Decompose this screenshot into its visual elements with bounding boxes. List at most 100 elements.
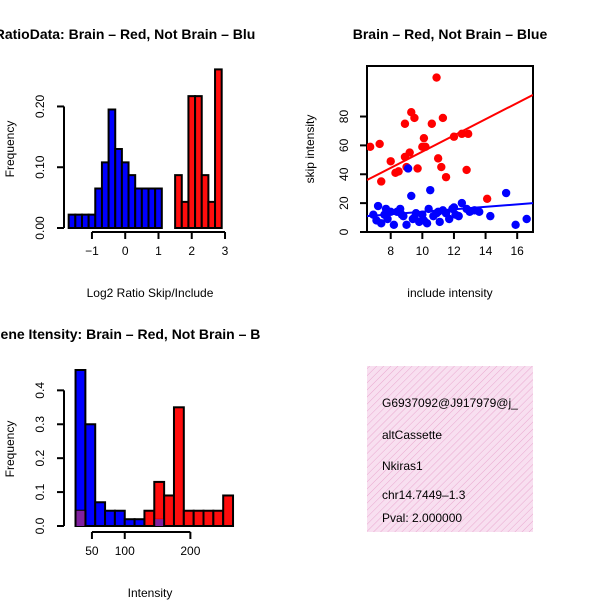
intensity-histogram-bars xyxy=(74,369,235,528)
not-brain-point-27 xyxy=(445,214,454,224)
brain-bar-3 xyxy=(194,95,203,229)
ratio-histogram-axes: −1 0 1 2 3 0.00 0.10 0.20 xyxy=(33,94,229,258)
ratio-histogram-panel: RatioData: Brain – Red, Not Brain – Blu … xyxy=(0,26,255,300)
info-line-location: chr14.7449–1.3 xyxy=(382,488,466,502)
not-brain-point-20 xyxy=(422,219,432,228)
not-brain-point-37 xyxy=(511,220,520,229)
scatter-y-tick-label-0: 0 xyxy=(337,228,351,235)
not-brain-point-38 xyxy=(522,214,531,224)
not-brain-bar-3 xyxy=(104,509,116,528)
brain-point-18 xyxy=(437,162,446,172)
not-brain-point-6 xyxy=(383,214,392,224)
scatter-xlabel: include intensity xyxy=(407,286,492,300)
scatter-y-tick-label-4: 80 xyxy=(337,110,351,124)
scatter-x-tick-label-3: 14 xyxy=(479,244,493,258)
not-brain-bar-5 xyxy=(123,518,136,528)
brain-point-0 xyxy=(367,142,375,152)
not-brain-bar-4 xyxy=(113,509,126,528)
scatter-title: Brain – Red, Not Brain – Blue xyxy=(353,26,548,42)
brain-bar-7 xyxy=(202,509,215,528)
y-tick-label-4: 0.4 xyxy=(33,382,47,399)
brain-fit-line xyxy=(367,93,533,181)
scatter-y-tick-label-1: 20 xyxy=(337,196,351,210)
info-pval: Pval: 2.000000 xyxy=(382,511,462,525)
brain-bar-6 xyxy=(214,68,223,230)
brain-point-5 xyxy=(394,167,403,176)
not-brain-point-40 xyxy=(408,214,418,224)
info-line-gene: Nkiras1 xyxy=(382,459,423,473)
brain-point-13 xyxy=(419,133,429,143)
not-brain-fit-line xyxy=(367,202,533,218)
intensity-histogram-ylabel: Frequency xyxy=(3,421,17,478)
brain-point-11 xyxy=(410,113,419,123)
intensity-histogram-xlabel: Intensity xyxy=(128,586,173,600)
scatter-panel: Brain – Red, Not Brain – Blue include in… xyxy=(303,26,547,300)
brain-point-24 xyxy=(482,194,492,203)
not-brain-point-14 xyxy=(407,191,416,201)
brain-point-16 xyxy=(432,73,441,82)
not-brain-point-12 xyxy=(402,220,411,229)
brain-bar-1 xyxy=(143,509,156,528)
y-tick-label-1: 0.1 xyxy=(33,483,47,500)
brain-bar-3 xyxy=(163,494,175,528)
y-tick-label-0: 0.0 xyxy=(33,517,47,534)
not-brain-point-36 xyxy=(501,188,511,198)
x-tick-label-1: 100 xyxy=(115,544,135,558)
x-tick-label-0: 50 xyxy=(85,544,99,558)
y-tick-label-0: 0.00 xyxy=(33,216,47,240)
x-tick-label-3: 2 xyxy=(188,244,195,258)
scatter-x-tick-label-4: 16 xyxy=(511,244,525,258)
overlap-bar-0 xyxy=(76,510,85,526)
not-brain-point-39 xyxy=(397,210,406,219)
not-brain-point-35 xyxy=(486,211,495,221)
brain-point-12 xyxy=(413,164,422,173)
not-brain-point-44 xyxy=(475,207,484,216)
info-line-type: altCassette xyxy=(382,428,442,442)
scatter-x-tick-label-0: 8 xyxy=(387,244,394,258)
not-brain-point-3 xyxy=(377,219,386,228)
brain-point-25 xyxy=(438,113,448,123)
brain-point-19 xyxy=(441,172,451,182)
ratio-histogram-ylabel: Frequency xyxy=(3,121,17,178)
brain-point-3 xyxy=(386,157,395,166)
info-panel-hatch xyxy=(367,366,533,532)
info-line-id: G6937092@J917979@j_ xyxy=(382,396,518,410)
not-brain-bar-6 xyxy=(133,518,146,528)
scatter-y-tick-label-3: 60 xyxy=(337,138,351,152)
x-tick-label-0: −1 xyxy=(85,244,99,258)
intensity-histogram-axes: 50 100 200 0.0 0.1 0.2 0.3 0.4 xyxy=(33,382,201,558)
brain-bar-8 xyxy=(212,509,225,528)
scatter-x-tick-label-2: 12 xyxy=(447,244,461,258)
x-tick-label-2: 1 xyxy=(155,244,162,258)
x-tick-label-2: 200 xyxy=(180,544,200,558)
scatter-x-tick-label-1: 10 xyxy=(416,244,430,258)
info-panel: G6937092@J917979@j_ altCassette Nkiras1 … xyxy=(367,366,533,532)
x-tick-label-1: 0 xyxy=(122,244,129,258)
y-tick-label-3: 0.3 xyxy=(33,416,47,433)
brain-point-6 xyxy=(400,119,410,128)
brain-point-22 xyxy=(462,165,471,175)
ratio-histogram-bars xyxy=(67,68,223,230)
brain-point-15 xyxy=(427,119,437,128)
x-tick-label-4: 3 xyxy=(222,244,229,258)
intensity-histogram-title: Gene Itensity: Brain – Red, Not Brain – … xyxy=(0,326,260,342)
brain-point-17 xyxy=(433,154,443,163)
y-tick-label-2: 0.2 xyxy=(33,450,47,467)
brain-bar-9 xyxy=(222,494,235,528)
not-brain-bar-2 xyxy=(94,501,107,527)
brain-point-2 xyxy=(377,177,386,186)
brain-bar-4 xyxy=(172,406,185,528)
not-brain-point-8 xyxy=(389,220,399,229)
not-brain-point-31 xyxy=(457,198,467,208)
not-brain-point-24 xyxy=(435,217,444,227)
not-brain-point-13 xyxy=(403,164,413,173)
not-brain-bar-0 xyxy=(74,369,87,527)
ratio-histogram-xlabel: Log2 Ratio Skip/Include xyxy=(87,286,214,300)
brain-point-23 xyxy=(463,129,473,139)
brain-point-9 xyxy=(405,148,414,157)
overlap-bar-2 xyxy=(155,519,164,526)
scatter-clipped-area xyxy=(367,73,533,229)
brain-point-26 xyxy=(418,142,427,152)
y-tick-label-1: 0.10 xyxy=(33,155,47,179)
